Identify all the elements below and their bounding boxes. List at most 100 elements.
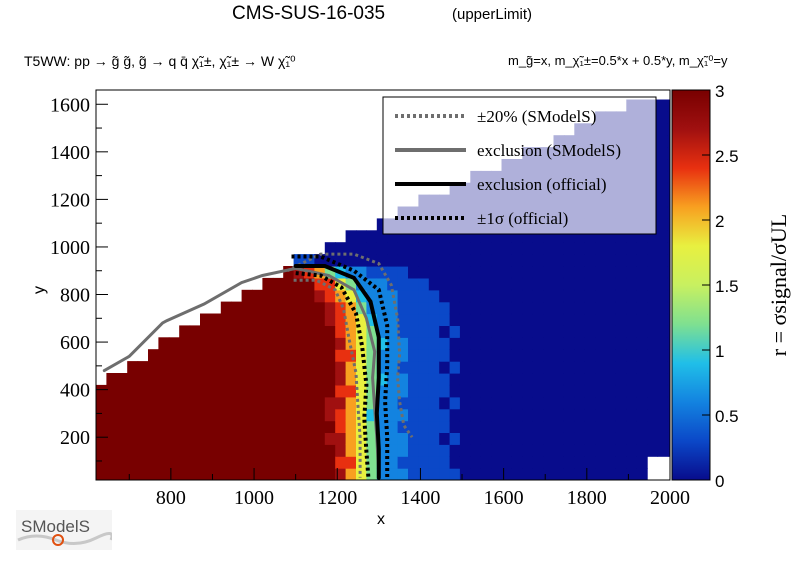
heatmap-cell bbox=[231, 444, 243, 457]
heatmap-cell bbox=[428, 337, 440, 350]
heatmap-cell bbox=[636, 254, 648, 267]
heatmap-cell bbox=[470, 277, 482, 291]
heatmap-cell bbox=[667, 408, 670, 422]
heatmap-cell bbox=[428, 266, 440, 279]
heatmap-cell bbox=[335, 420, 347, 433]
heatmap-cell bbox=[428, 254, 440, 267]
heatmap-cell bbox=[408, 432, 419, 445]
heatmap-cell bbox=[553, 432, 565, 445]
heatmap-cell bbox=[574, 289, 586, 303]
heatmap-cell bbox=[563, 349, 575, 362]
heatmap-cell bbox=[408, 384, 419, 398]
heatmap-cell bbox=[345, 444, 357, 457]
heatmap-cell bbox=[667, 99, 670, 112]
heatmap-cell bbox=[636, 361, 648, 374]
heatmap-cell bbox=[605, 444, 617, 457]
heatmap-cell bbox=[376, 242, 388, 255]
axes: 800 1000 1200 1400 1600 1800 2000 200 400 600 800 1… bbox=[31, 94, 690, 528]
heatmap-cell bbox=[408, 230, 419, 243]
heatmap-cell bbox=[200, 361, 211, 374]
heatmap-cell bbox=[605, 468, 617, 480]
heatmap-cell bbox=[449, 325, 461, 338]
heatmap-cell bbox=[605, 384, 617, 398]
heatmap-cell bbox=[449, 432, 461, 445]
heatmap-cell bbox=[356, 325, 367, 338]
heatmap-cell bbox=[366, 408, 378, 422]
heatmap-cell bbox=[397, 456, 409, 469]
heatmap-cell bbox=[667, 123, 670, 136]
heatmap-cell bbox=[168, 361, 180, 374]
heatmap-cell bbox=[563, 301, 575, 315]
heatmap-cell bbox=[387, 361, 399, 374]
heatmap-cell bbox=[314, 301, 326, 315]
heatmap-cell bbox=[480, 254, 492, 267]
heatmap-cell bbox=[522, 337, 534, 350]
heatmap-cell bbox=[168, 384, 180, 398]
heatmap-cell bbox=[563, 254, 575, 267]
heatmap-cell bbox=[501, 468, 513, 480]
heatmap-cell bbox=[667, 337, 670, 350]
heatmap-cell bbox=[137, 373, 149, 386]
heatmap-cell bbox=[324, 408, 336, 422]
heatmap-cell bbox=[345, 384, 357, 398]
heatmap-cell bbox=[200, 432, 211, 445]
heatmap-cell bbox=[470, 313, 482, 326]
heatmap-cell bbox=[252, 325, 263, 338]
heatmap-cell bbox=[595, 444, 607, 457]
x-tick-label: 1600 bbox=[484, 487, 524, 509]
heatmap-cell bbox=[356, 242, 367, 255]
heatmap-cell bbox=[626, 301, 638, 315]
heatmap-cell bbox=[428, 277, 440, 291]
heatmap-cell bbox=[272, 408, 284, 422]
heatmap-cell bbox=[408, 313, 419, 326]
heatmap-cell bbox=[418, 361, 430, 374]
heatmap-cell bbox=[418, 325, 430, 338]
heatmap-cell bbox=[584, 325, 596, 338]
heatmap-cell bbox=[137, 361, 149, 374]
heatmap-cell bbox=[647, 325, 659, 338]
heatmap-cell bbox=[522, 289, 534, 303]
x-axis-label: x bbox=[377, 511, 385, 528]
heatmap-cell bbox=[626, 230, 638, 243]
heatmap-cell bbox=[272, 384, 284, 398]
heatmap-cell bbox=[657, 373, 669, 386]
heatmap-cell bbox=[293, 408, 305, 422]
heatmap-cell bbox=[626, 408, 638, 422]
heatmap-cell bbox=[647, 420, 659, 433]
heatmap-cell bbox=[345, 242, 357, 255]
heatmap-cell bbox=[376, 420, 388, 433]
heatmap-cell bbox=[220, 468, 232, 480]
x-tick-label: 1000 bbox=[234, 487, 274, 509]
heatmap-cell bbox=[106, 373, 118, 386]
heatmap-cell bbox=[459, 337, 471, 350]
heatmap-cell bbox=[501, 396, 513, 410]
z-tick-label: 2.5 bbox=[715, 147, 739, 166]
heatmap-cell bbox=[480, 420, 492, 433]
heatmap-cell bbox=[511, 289, 523, 303]
contour-5 bbox=[295, 271, 371, 478]
heatmap-cell bbox=[439, 361, 451, 374]
heatmap-cell bbox=[231, 373, 243, 386]
heatmap-cell bbox=[595, 277, 607, 291]
heatmap-cell bbox=[158, 432, 170, 445]
heatmap-cell bbox=[148, 361, 159, 374]
x-tick-label: 800 bbox=[156, 487, 186, 509]
heatmap-cell bbox=[657, 408, 669, 422]
heatmap-cell bbox=[543, 313, 555, 326]
heatmap-cell bbox=[615, 420, 627, 433]
color-scale: 0 0.5 1 1.5 2 2.5 3 r = σsignal/σUL bbox=[671, 82, 791, 491]
heatmap-cell bbox=[314, 254, 326, 267]
heatmap-cell bbox=[262, 349, 274, 362]
heatmap-cell bbox=[262, 444, 274, 457]
heatmap-cell bbox=[595, 266, 607, 279]
heatmap-cell bbox=[449, 396, 461, 410]
heatmap-cell bbox=[532, 444, 544, 457]
heatmap-cell bbox=[511, 432, 523, 445]
heatmap-cell bbox=[387, 301, 399, 315]
heatmap-cell bbox=[418, 384, 430, 398]
heatmap-cell bbox=[116, 373, 128, 386]
heatmap-cell bbox=[667, 218, 670, 231]
heatmap-cell bbox=[356, 396, 367, 410]
heatmap-cell bbox=[387, 468, 399, 480]
heatmap-cell bbox=[428, 432, 440, 445]
